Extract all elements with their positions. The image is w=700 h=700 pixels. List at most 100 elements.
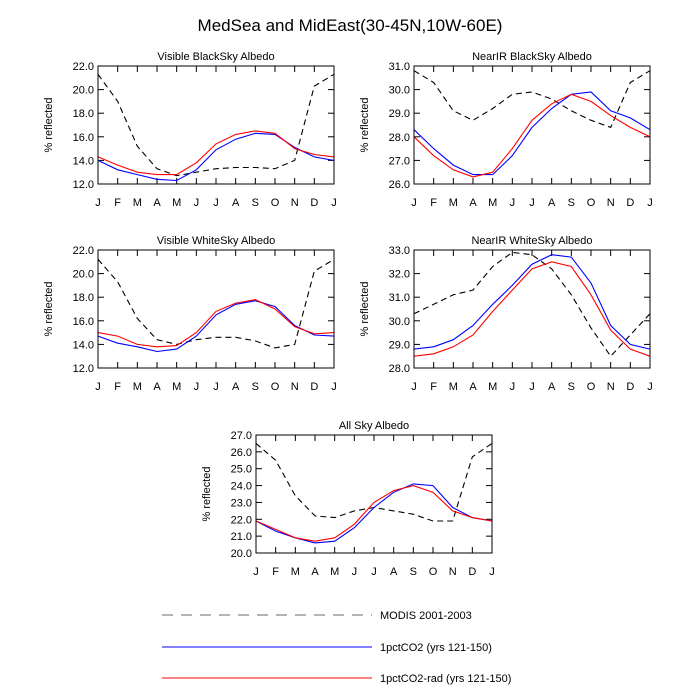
plot-frame xyxy=(413,249,651,369)
x-tick-label: J xyxy=(529,381,535,393)
panel-title: All Sky Albedo xyxy=(339,420,409,432)
x-tick-label: D xyxy=(626,381,634,393)
y-tick-label: 14.0 xyxy=(73,339,94,351)
y-tick-label: 12.0 xyxy=(73,179,94,191)
series-line-modis xyxy=(97,258,335,349)
x-tick-label: D xyxy=(310,381,318,393)
y-tick-label: 28.0 xyxy=(389,363,410,375)
y-tick-label: 23.0 xyxy=(231,497,252,509)
y-tick-label: 18.0 xyxy=(73,108,94,120)
x-tick-label: A xyxy=(548,197,556,209)
x-tick-label: D xyxy=(626,197,634,209)
x-tick-label: A xyxy=(548,381,556,393)
x-tick-label: A xyxy=(469,381,477,393)
y-tick-label: 27.0 xyxy=(231,430,252,442)
x-tick-label: M xyxy=(291,566,300,578)
x-tick-label: A xyxy=(232,381,240,393)
x-tick-label: A xyxy=(311,566,319,578)
x-tick-label: J xyxy=(529,197,535,209)
y-axis-label: % reflected xyxy=(43,97,55,152)
series-line-co2-rad xyxy=(255,485,493,542)
x-tick-label: F xyxy=(430,381,437,393)
x-tick-label: J xyxy=(489,566,495,578)
y-axis-label: % reflected xyxy=(43,281,55,336)
panel-title: Visible BlackSky Albedo xyxy=(157,51,274,63)
y-axis-label: % reflected xyxy=(201,466,213,521)
x-tick-label: J xyxy=(331,197,337,209)
series-line-co2 xyxy=(97,300,335,353)
y-axis-label: % reflected xyxy=(359,97,371,152)
x-tick-label: A xyxy=(153,381,161,393)
y-tick-label: 29.0 xyxy=(389,339,410,351)
x-tick-label: F xyxy=(114,381,121,393)
y-tick-label: 32.0 xyxy=(389,269,410,281)
plot-frame xyxy=(413,65,651,185)
x-tick-label: D xyxy=(468,566,476,578)
x-tick-label: M xyxy=(488,197,497,209)
x-tick-label: O xyxy=(587,197,596,209)
y-tick-label: 31.0 xyxy=(389,61,410,73)
x-tick-label: S xyxy=(568,197,575,209)
x-tick-label: F xyxy=(430,197,437,209)
panel-4: All Sky Albedo % reflected 20.0 21.0 22.0 23.… xyxy=(201,420,495,578)
y-tick-label: 25.0 xyxy=(231,464,252,476)
x-tick-label: J xyxy=(352,566,358,578)
x-tick-label: N xyxy=(291,197,299,209)
series-line-co2-rad xyxy=(97,130,335,176)
x-tick-label: O xyxy=(271,197,280,209)
x-tick-label: O xyxy=(271,381,280,393)
y-tick-label: 20.0 xyxy=(231,548,252,560)
plot-frame xyxy=(97,65,335,185)
figure-title: MedSea and MidEast(30-45N,10W-60E) xyxy=(198,16,503,35)
series-line-modis xyxy=(97,73,335,177)
x-tick-label: A xyxy=(153,197,161,209)
x-tick-label: J xyxy=(194,197,200,209)
series-line-co2 xyxy=(255,483,493,544)
x-tick-label: J xyxy=(194,381,200,393)
x-tick-label: S xyxy=(252,381,259,393)
y-tick-label: 29.0 xyxy=(389,108,410,120)
x-tick-label: M xyxy=(133,197,142,209)
x-tick-label: S xyxy=(252,197,259,209)
y-tick-label: 20.0 xyxy=(73,269,94,281)
x-tick-label: S xyxy=(568,381,575,393)
series-line-modis xyxy=(413,70,651,129)
x-tick-label: N xyxy=(291,381,299,393)
series-line-co2 xyxy=(413,254,651,350)
x-tick-label: F xyxy=(114,197,121,209)
x-tick-label: N xyxy=(449,566,457,578)
x-tick-label: A xyxy=(469,197,477,209)
x-tick-label: J xyxy=(371,566,377,578)
panel-2: Visible WhiteSky Albedo % reflected 12.0 14… xyxy=(43,235,337,393)
x-tick-label: N xyxy=(607,381,615,393)
x-tick-label: D xyxy=(310,197,318,209)
x-tick-label: J xyxy=(647,381,653,393)
panel-title: NearIR BlackSky Albedo xyxy=(472,51,592,63)
x-tick-label: J xyxy=(213,197,219,209)
x-tick-label: J xyxy=(95,197,101,209)
y-tick-label: 22.0 xyxy=(231,514,252,526)
x-tick-label: J xyxy=(411,197,417,209)
y-tick-label: 27.0 xyxy=(389,155,410,167)
panel-1: NearIR BlackSky Albedo % reflected 26.0 27.… xyxy=(359,51,653,209)
series-line-co2 xyxy=(413,91,651,176)
series-line-co2-rad xyxy=(413,261,651,357)
series-line-modis xyxy=(413,251,651,358)
x-tick-label: M xyxy=(449,197,458,209)
y-tick-label: 26.0 xyxy=(389,179,410,191)
y-tick-label: 22.0 xyxy=(73,245,94,257)
y-tick-label: 33.0 xyxy=(389,245,410,257)
x-tick-label: F xyxy=(272,566,279,578)
x-tick-label: J xyxy=(213,381,219,393)
x-tick-label: J xyxy=(411,381,417,393)
panel-0: Visible BlackSky Albedo % reflected 12.0 14… xyxy=(43,51,337,209)
x-tick-label: O xyxy=(587,381,596,393)
y-tick-label: 12.0 xyxy=(73,363,94,375)
series-line-co2-rad xyxy=(413,93,651,178)
x-tick-label: J xyxy=(331,381,337,393)
series-line-co2-rad xyxy=(97,299,335,348)
x-tick-label: J xyxy=(510,381,516,393)
x-tick-label: M xyxy=(172,197,181,209)
